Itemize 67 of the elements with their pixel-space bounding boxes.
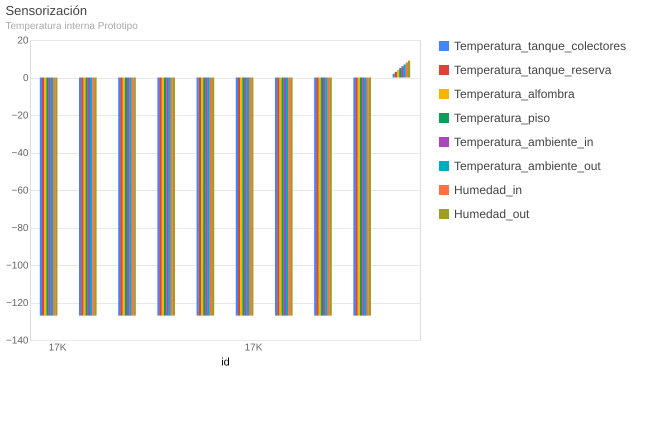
bar (94, 78, 97, 316)
bar (210, 78, 212, 316)
bar (314, 78, 316, 316)
chart-title: Sensorización (5, 3, 88, 18)
bar (157, 78, 160, 316)
bar (205, 78, 208, 316)
y-tick-label: −20 (12, 110, 29, 122)
y-tick-label: −60 (12, 186, 29, 196)
bar (170, 78, 173, 316)
bar (78, 78, 82, 316)
x-tick-label: 17K (244, 342, 263, 354)
bar (290, 78, 293, 316)
bar (172, 78, 176, 316)
y-tick-label: −140 (6, 336, 29, 346)
bar (168, 78, 171, 316)
bar (277, 78, 280, 316)
bar (364, 78, 367, 316)
bar (353, 78, 356, 316)
bar (396, 70, 400, 78)
bar (200, 78, 204, 316)
bar (360, 78, 362, 316)
bar (327, 78, 330, 316)
legend-label: Humedad_out (454, 207, 530, 221)
bar (316, 78, 319, 316)
legend-label: Temperatura_ambiente_in (454, 135, 594, 149)
bar (212, 78, 214, 316)
bar (236, 78, 238, 316)
legend-label: Temperatura_piso (454, 111, 550, 125)
y-tick-label: 20 (17, 36, 29, 46)
bar (274, 78, 278, 316)
y-tick-label: −120 (6, 298, 29, 309)
bar (208, 78, 210, 316)
x-tick-label: 17K (48, 342, 67, 354)
bar (242, 78, 245, 316)
legend-label: Temperatura_alfombra (454, 87, 576, 101)
bar (279, 78, 282, 316)
bar (408, 60, 410, 78)
bar (368, 78, 372, 316)
bar (362, 78, 364, 316)
bar (88, 78, 90, 316)
bar (48, 78, 51, 316)
bar (86, 78, 88, 316)
legend-label: Humedad_in (454, 183, 522, 197)
bar (50, 78, 54, 316)
bar (399, 68, 402, 78)
bar (131, 78, 134, 316)
bar (322, 78, 326, 316)
chart-subtitle: Temperatura interna Prototipo (5, 21, 138, 32)
legend-label: Temperatura_ambiente_out (454, 159, 602, 173)
x-axis-title: id (221, 356, 230, 368)
y-tick-label: 0 (22, 73, 29, 84)
bar (134, 78, 136, 316)
bar (83, 78, 86, 316)
y-tick-label: −100 (6, 260, 29, 272)
bar (120, 78, 123, 316)
y-tick-label: −40 (12, 148, 29, 159)
bar (330, 78, 332, 316)
bar (40, 78, 42, 316)
bar (246, 78, 250, 316)
bar (46, 78, 49, 316)
legend-label: Temperatura_tanque_reserva (454, 63, 612, 77)
bar (124, 78, 128, 316)
legend-label: Temperatura_tanque_colectores (454, 39, 626, 53)
y-tick-label: −80 (12, 223, 29, 234)
bar (118, 78, 120, 316)
bar (238, 78, 240, 316)
bar (240, 78, 242, 316)
